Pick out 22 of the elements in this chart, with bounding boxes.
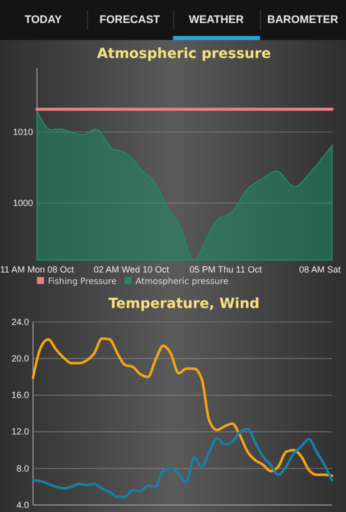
line-series <box>32 428 334 498</box>
legend-label: Atmospheric pressure <box>136 277 228 287</box>
x-tick-label: 11 AM Mon 08 Oct <box>0 264 74 274</box>
y-tick-label: 24.0 <box>11 316 29 327</box>
text: BAROMETER <box>266 13 340 28</box>
y-tick-label: 20.0 <box>11 353 29 364</box>
y-tick-label: 1010 <box>12 126 33 137</box>
chart-title: Temperature, Wind <box>108 296 260 312</box>
text: TODAY <box>24 13 63 28</box>
line-series <box>32 337 334 477</box>
x-tick-label: 08 AM Sat <box>299 264 342 274</box>
x-tick-label: 02 AM Wed 10 Oct <box>94 264 170 274</box>
text: WEATHER <box>188 13 245 28</box>
x-tick-label: 05 PM Thu 11 Oct <box>190 264 262 274</box>
chart-title: Atmospheric pressure <box>97 46 271 62</box>
y-tick-label: 12.0 <box>11 426 29 437</box>
y-tick-label: 16.0 <box>11 390 29 400</box>
y-tick-label: 4.0 <box>16 500 29 510</box>
y-tick-label: 8.0 <box>16 463 29 474</box>
y-tick-label: 1000 <box>12 198 33 208</box>
legend-label: Fishing Pressure <box>48 277 117 287</box>
text: FORECAST <box>98 13 161 28</box>
